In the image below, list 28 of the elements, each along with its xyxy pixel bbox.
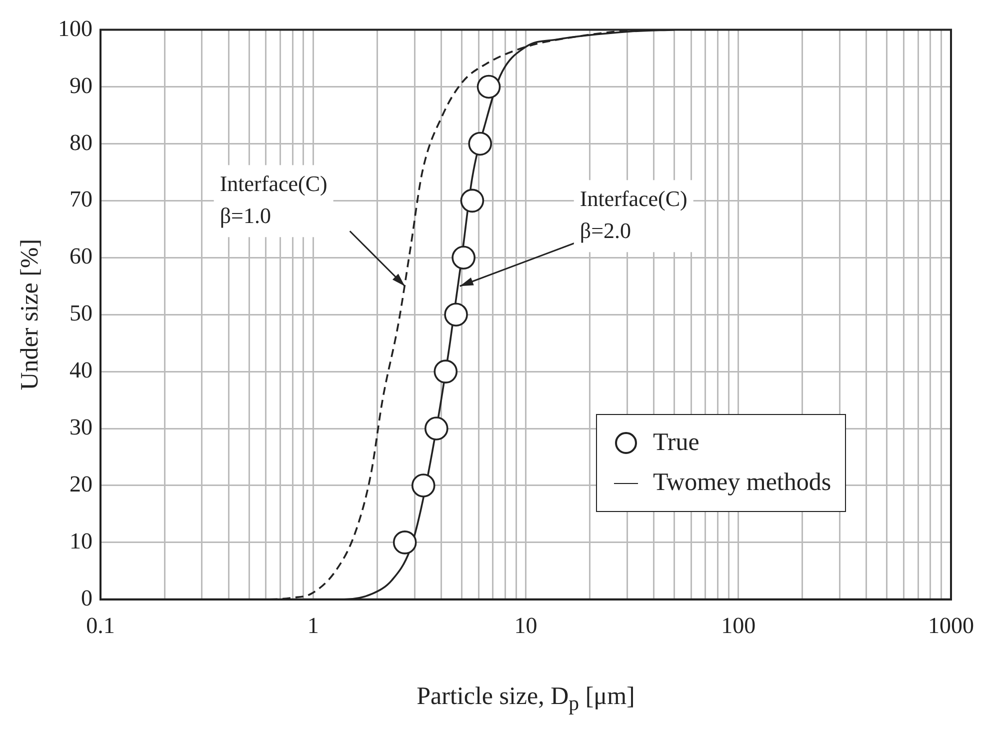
point — [460, 188, 484, 213]
x-axis-title: Particle size, D$_{p}$ [μm] — [416, 683, 636, 716]
y-tick-label: 80 — [70, 130, 92, 155]
annotation: Interface(C) β=1.0 — [220, 171, 328, 228]
y-tick-label: 70 — [70, 186, 92, 212]
point — [476, 74, 501, 99]
point — [468, 132, 492, 156]
x-tick-label: 100 — [721, 613, 756, 638]
x-tick-label: 1000 — [928, 613, 974, 638]
y-tick-label: 50 — [70, 300, 92, 326]
y-tick-label: 10 — [70, 528, 92, 554]
x-tick-label: 0.1 — [86, 613, 115, 638]
y-tick-label: 100 — [58, 16, 92, 41]
legend-label: True — [653, 428, 700, 458]
legend-label: Twomey methods — [653, 468, 832, 498]
y-tick-label: 40 — [70, 358, 92, 383]
point — [424, 416, 448, 440]
annotation: Interface(C) β=2.0 — [580, 186, 688, 244]
y-tick-label: 0 — [81, 585, 92, 610]
x-tick-label: 1 — [307, 613, 319, 638]
x-tick-label: 10 — [514, 613, 538, 638]
y-tick-label: 90 — [70, 72, 92, 98]
y-axis-title: Under size [%] — [16, 238, 44, 390]
y-tick-label: 20 — [70, 472, 92, 497]
point — [452, 246, 476, 270]
y-tick-label: 30 — [70, 414, 92, 440]
point — [434, 360, 458, 384]
y-tick-label: 60 — [70, 244, 92, 269]
